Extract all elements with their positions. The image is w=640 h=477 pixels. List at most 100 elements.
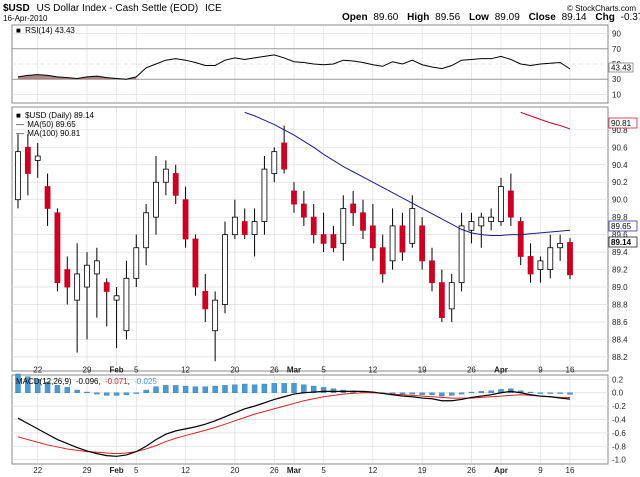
candle-body — [281, 142, 288, 170]
macd-histogram-bar — [508, 388, 514, 393]
price-tick-label: 90.2 — [612, 178, 628, 187]
price-tick-label: 89.0 — [612, 283, 628, 292]
candle — [448, 273, 455, 322]
candle — [54, 208, 61, 292]
macd-histogram-bar — [439, 392, 445, 397]
candle — [409, 195, 416, 248]
candle — [340, 195, 347, 261]
x-axis-label: 5 — [134, 466, 139, 475]
rsi-tick-label: 10 — [612, 90, 621, 99]
macd-panel: 0.2 0.0 -0.2 -0.4 -0.6 -0.8 -1.0 MACD(12,26,9)… — [11, 373, 626, 465]
candle-body — [192, 238, 199, 288]
macd-histogram-bar — [74, 389, 80, 393]
close-value: 89.14 — [562, 12, 587, 23]
candle — [182, 186, 189, 248]
candle-body — [320, 234, 327, 244]
macd-histogram-bar — [212, 385, 218, 393]
rsi-grid — [12, 26, 608, 102]
macd-histogram-bar — [468, 391, 475, 394]
candle — [15, 134, 21, 209]
candle — [399, 212, 406, 261]
x-axis-label: Apr — [494, 366, 508, 375]
price-tick-label: 88.4 — [612, 335, 628, 344]
candle — [172, 164, 179, 205]
candle-body — [34, 155, 41, 161]
macd-histogram-bar — [25, 376, 31, 393]
macd-signal-line — [17, 392, 571, 455]
candle — [320, 212, 327, 253]
x-axis-label: Feb — [109, 466, 123, 475]
rsi-line — [17, 54, 571, 80]
header-date: 16-Apr-2010 — [3, 14, 48, 23]
x-axis-label: 9 — [538, 466, 543, 475]
candle — [360, 199, 366, 239]
macd-histogram-bar — [133, 392, 139, 394]
copyright: © StockCharts.com — [567, 4, 636, 13]
macd-legend-prefix: MACD(12,26,9) — [16, 377, 72, 386]
candle — [389, 208, 396, 270]
price-legend-title: ■ $USD (Daily) 89.14 — [16, 111, 95, 120]
macd-grid — [12, 376, 608, 463]
candle-body — [172, 173, 179, 196]
macd-histogram-bar — [429, 392, 435, 395]
macd-legend-macd: -0.096 — [76, 377, 99, 386]
high-label: High — [407, 12, 429, 23]
macd-histogram-bar — [291, 383, 297, 393]
candle — [34, 142, 41, 178]
macd-histogram-bar — [547, 392, 553, 394]
x-axis-label: 19 — [418, 366, 427, 375]
candle-body — [54, 212, 61, 284]
candle — [231, 199, 238, 239]
macd-histogram-bar — [143, 389, 149, 393]
macd-histogram-bar — [409, 392, 415, 395]
candle — [281, 125, 288, 174]
low-label: Low — [469, 12, 489, 23]
x-axis-label: 5 — [321, 366, 326, 375]
candle-body — [448, 282, 455, 310]
candle-body — [409, 208, 416, 244]
macd-histogram-bar — [54, 385, 61, 393]
price-tick-label: 90.4 — [612, 161, 628, 170]
macd-histogram-bar — [222, 385, 228, 393]
instrument-name: US Dollar Index - Cash Settle (EOD) — [36, 3, 198, 14]
macd-tick-label: -0.2 — [612, 402, 626, 411]
rsi-value-tag — [608, 62, 634, 73]
candle — [64, 256, 71, 305]
x-axis-label: Feb — [109, 366, 123, 375]
candle — [143, 204, 150, 266]
x-axis-label: 5 — [321, 466, 326, 475]
x-axis-label: 12 — [181, 366, 190, 375]
macd-histogram-bar — [449, 392, 455, 396]
price-tick-labels: 90.8 90.6 90.4 90.2 90.0 89.8 89.6 89.4 89.2 89.0… — [612, 126, 628, 362]
candle — [74, 243, 81, 353]
candle-body — [488, 216, 495, 222]
macd-histogram-bar — [399, 392, 406, 395]
macd-histogram-bar — [35, 379, 41, 393]
candle — [429, 247, 435, 292]
macd-histogram-bar — [15, 373, 21, 393]
x-axis-label: 5 — [134, 366, 139, 375]
candle-body — [498, 186, 504, 222]
candle-body — [310, 216, 317, 236]
candle-body — [15, 151, 21, 201]
price-panel: 90.8 90.6 90.4 90.2 90.0 89.8 89.6 89.4 89.2 89.0… — [11, 106, 638, 372]
x-axis-label: Apr — [494, 466, 508, 475]
candle — [330, 225, 337, 253]
macd-histogram-bar — [192, 386, 199, 393]
macd-tick-labels: 0.2 0.0 -0.2 -0.4 -0.6 -0.8 -1.0 — [612, 375, 626, 464]
candle — [202, 273, 209, 322]
macd-tick-label: -0.4 — [612, 416, 626, 425]
candle — [419, 217, 426, 270]
rsi-tick-label: 30 — [612, 75, 621, 84]
price-tick-label: 90.0 — [612, 196, 628, 205]
candle — [261, 156, 268, 235]
candle — [507, 173, 514, 226]
close-value-tag-text: 89.14 — [611, 238, 632, 247]
candle-body — [458, 225, 465, 284]
price-tick-label: 88.8 — [612, 301, 628, 310]
candle — [84, 252, 90, 340]
candle — [291, 182, 297, 213]
rsi-legend: ■ RSI(14) 43.43 — [16, 26, 75, 35]
low-value: 89.09 — [495, 12, 520, 23]
macd-histogram-bar — [94, 392, 100, 395]
